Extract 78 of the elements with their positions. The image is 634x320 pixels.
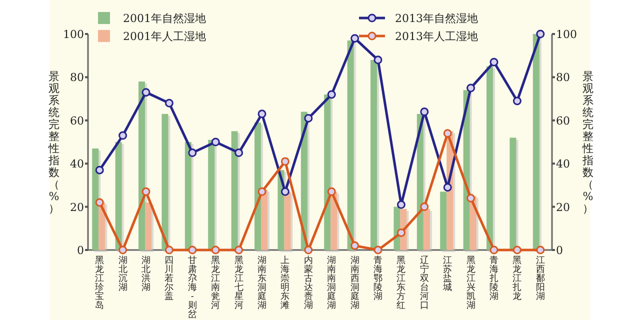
y-tick-label: 40 [70, 158, 84, 171]
x-tick-label: 湖南东洞庭湖 [258, 255, 266, 311]
x-tick-label: 黑龙江东方红 [396, 255, 406, 311]
point [443, 129, 452, 138]
legend-label: 2001年自然湿地 [123, 12, 206, 25]
point [118, 131, 128, 140]
y2-tick-label: 40 [556, 158, 570, 171]
legend-label: 2001年人工湿地 [123, 30, 206, 43]
x-tick-label: 青海扎陵湖 [490, 255, 498, 302]
point [327, 187, 336, 196]
point [142, 187, 150, 196]
point [512, 246, 522, 254]
x-tick-label: 四川若尔盖 [164, 256, 174, 302]
point [420, 108, 429, 116]
x-tick-label: 黑龙江兴凯湖 [466, 255, 476, 311]
point [420, 202, 429, 212]
x-tick-label: 湖南南洞庭湖 [327, 255, 336, 311]
point [280, 157, 290, 166]
point [304, 246, 313, 254]
x-tick-label: 湖北沉湖 [118, 255, 128, 293]
y-tick-label: 20 [70, 200, 84, 214]
text: 景观系统完整性指数（%） [582, 70, 594, 215]
y2-tick-label: 0 [556, 244, 563, 257]
point [350, 241, 360, 250]
point [211, 138, 220, 146]
y-tick-label: 100 [63, 28, 84, 41]
point [234, 148, 244, 158]
point [396, 228, 406, 237]
x-tick-label: 甘肃尕海-则岔 [188, 255, 197, 320]
x-tick-label: 青海鄂陵湖 [374, 255, 382, 302]
x-tick-label: 湖北洪湖 [142, 255, 150, 293]
point [164, 98, 174, 108]
y2-tick-label: 100 [556, 28, 577, 41]
point [188, 246, 197, 254]
point [350, 34, 360, 43]
point [188, 148, 197, 158]
point [258, 187, 266, 196]
point [95, 198, 104, 207]
x-tick-label: 黑龙江扎龙 [512, 255, 522, 302]
legend-label: 2013年人工湿地 [395, 30, 478, 43]
legend-label: 2013年自然湿地 [395, 12, 478, 25]
y2-tick-label: 80 [556, 71, 570, 84]
x-tick-label: 江苏盐城 [442, 255, 452, 293]
x-tick-label: 内蒙古达赉湖 [304, 255, 313, 311]
x-tick-label: 辽宁双台河口 [420, 255, 429, 311]
point [234, 246, 244, 254]
x-tick-label: 黑龙江南瓮河 [211, 255, 220, 311]
y-tick-label: 60 [70, 114, 84, 128]
point [118, 246, 128, 254]
y2-tick-label: 20 [556, 200, 570, 214]
x-tick-label: 黑龙江珍宝岛 [95, 255, 104, 311]
x-tick-label: 黑龙江七星河 [234, 255, 244, 311]
point [490, 58, 498, 66]
y-tick-label: 80 [70, 71, 84, 84]
point [466, 84, 476, 92]
point [258, 110, 266, 118]
point [327, 90, 336, 99]
point [374, 56, 382, 64]
x-tick-label: 湖南西洞庭湖 [350, 255, 360, 311]
point [490, 246, 498, 254]
point [374, 246, 382, 254]
point [164, 246, 174, 254]
point [95, 166, 104, 174]
y-tick-label: 0 [77, 244, 84, 257]
point [536, 246, 545, 254]
point [466, 194, 476, 202]
text: 景观系统完整性指数（%） [48, 70, 60, 215]
point [304, 114, 313, 122]
x-tick-label: 上海崇明东滩 [280, 255, 290, 311]
point [211, 246, 220, 254]
x-tick-label: 江西鄱阳湖 [536, 255, 545, 302]
point [512, 96, 522, 106]
point [142, 88, 150, 97]
point [536, 30, 545, 38]
point [280, 187, 290, 196]
point [396, 200, 406, 209]
y2-tick-label: 60 [556, 114, 570, 128]
point [443, 183, 452, 192]
